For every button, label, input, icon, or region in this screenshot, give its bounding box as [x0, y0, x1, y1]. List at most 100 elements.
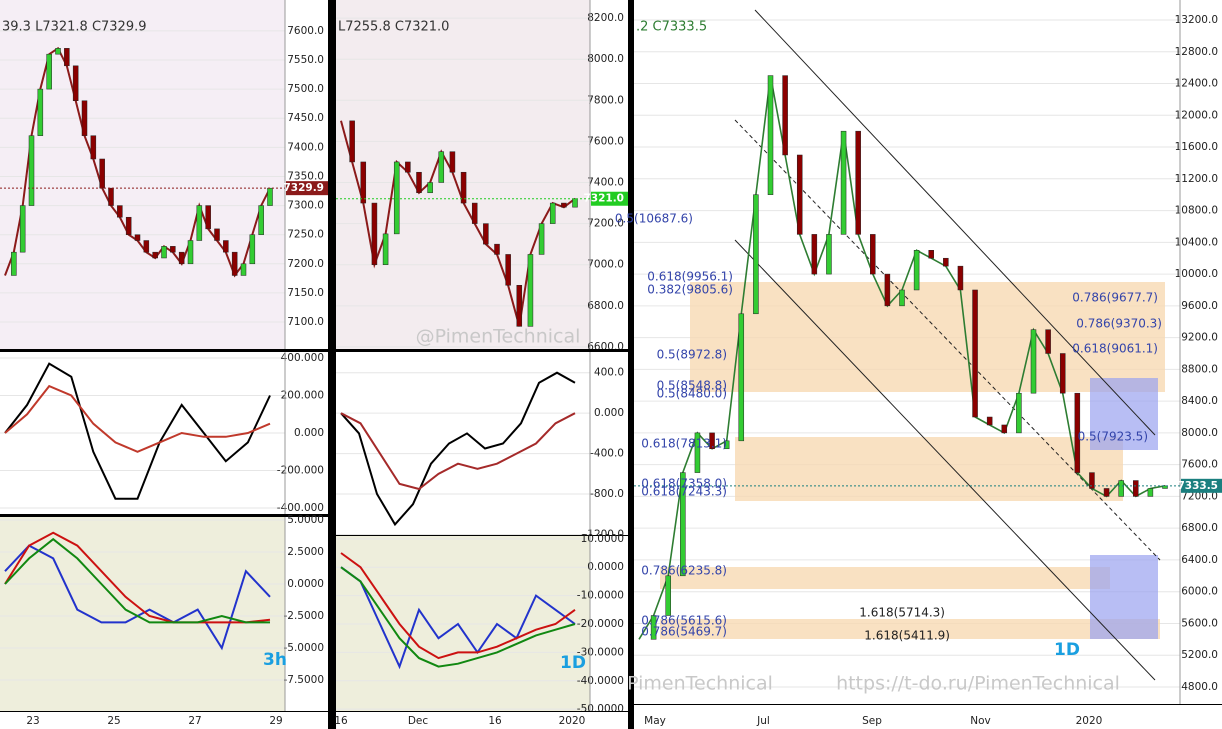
candle	[572, 198, 578, 208]
fib-label: 0.618(9956.1)	[647, 270, 733, 284]
candle	[460, 171, 467, 204]
candle	[913, 250, 920, 291]
y-tick-label: 0.0000	[287, 578, 324, 590]
y-tick-label: 6000.0	[1181, 586, 1218, 598]
candle	[37, 88, 44, 136]
candle	[1030, 329, 1037, 394]
candle	[161, 246, 167, 259]
candle	[928, 250, 934, 259]
y-tick-label: 8000.0	[1181, 427, 1218, 439]
candle	[214, 228, 220, 241]
fib-label: 0.382(9805.6)	[647, 283, 733, 297]
candle	[986, 416, 993, 426]
y-tick-label: 8800.0	[1181, 363, 1218, 375]
candle	[196, 205, 203, 241]
candle	[483, 223, 489, 245]
watermark: https://t-do.ru/PimenTechnical	[836, 673, 1120, 695]
y-tick-label: -2.5000	[283, 610, 324, 622]
candle	[205, 205, 211, 230]
timeframe-label: 3h	[263, 650, 287, 670]
x-tick-label: Nov	[970, 715, 991, 727]
candle	[46, 53, 52, 90]
candle	[527, 254, 534, 327]
trend-line	[754, 9, 1156, 436]
candle	[1103, 488, 1110, 497]
target-box	[1090, 378, 1158, 450]
time-axis	[0, 712, 328, 729]
series-line	[340, 566, 576, 670]
candle	[382, 233, 389, 265]
y-tick-label: 6600.0	[587, 341, 624, 353]
y-tick-label: -800.0	[590, 488, 624, 500]
y-tick-label: 8400.0	[1181, 395, 1218, 407]
y-tick-label: 7200.0	[287, 258, 324, 270]
candle	[1133, 480, 1139, 497]
candle	[899, 289, 905, 307]
y-tick-label: -5.0000	[283, 642, 324, 654]
candle	[117, 205, 123, 218]
candle	[240, 263, 247, 276]
candle	[738, 313, 745, 442]
y-tick-label: 400.000	[281, 352, 324, 364]
y-tick-label: 7400.0	[287, 141, 324, 153]
series-line	[4, 362, 271, 500]
series-line	[340, 566, 576, 668]
y-tick-label: 7250.0	[287, 229, 324, 241]
candle	[855, 130, 861, 235]
candle	[55, 48, 61, 55]
header: 39.3 L7321.8 C7329.9	[2, 20, 147, 35]
candle	[64, 48, 70, 67]
fib-label: 0.786(6235.8)	[641, 564, 727, 578]
candle	[90, 135, 97, 160]
candle	[680, 472, 686, 577]
y-tick-label: 7000.0	[587, 259, 624, 271]
candle	[796, 154, 803, 235]
trend-line	[734, 119, 1161, 561]
y-tick-label: 2.5000	[287, 546, 324, 558]
y-tick-label: 10000.0	[1175, 268, 1218, 280]
y-tick-label: 4800.0	[1181, 681, 1218, 693]
candle	[405, 161, 411, 173]
last-price-label: 7321.0	[583, 193, 624, 205]
y-tick-label: 7800.0	[587, 94, 624, 106]
candle	[811, 234, 818, 275]
candle	[178, 251, 185, 265]
candle	[870, 234, 876, 275]
y-tick-label: 7600.0	[287, 25, 324, 37]
y-tick-label: 400.0	[594, 367, 624, 379]
candle	[371, 202, 378, 265]
y-tick-label: 7500.0	[287, 83, 324, 95]
candle	[108, 187, 114, 206]
x-tick-label: 16	[334, 715, 348, 727]
fib-label: 0.618(7813.1)	[641, 437, 727, 451]
candle	[549, 202, 556, 224]
x-tick-label: 16	[488, 715, 502, 727]
candle	[360, 161, 367, 204]
y-tick-label: 7400.0	[587, 177, 624, 189]
fib-label: 0.618(7243.3)	[641, 485, 727, 499]
y-tick-label: -7.5000	[283, 674, 324, 686]
x-tick-label: 25	[107, 715, 120, 727]
fib-label: 1.618(5411.9)	[864, 629, 950, 643]
fib-zone	[690, 282, 1165, 392]
candle	[826, 234, 832, 275]
candle	[723, 440, 730, 450]
watermark: @PimenTechnical	[416, 326, 581, 348]
candle	[694, 432, 701, 473]
x-tick-label: 2020	[559, 715, 586, 727]
y-tick-label: -400.000	[277, 502, 324, 514]
time-axis	[336, 712, 628, 729]
fib-label: 0.786(9370.3)	[1076, 317, 1162, 331]
y-tick-label: 7600.0	[587, 135, 624, 147]
y-tick-label: 7200.0	[587, 218, 624, 230]
x-tick-label: 23	[26, 715, 39, 727]
fib-label: 0.5(8972.8)	[657, 348, 727, 362]
candle	[957, 265, 964, 291]
x-tick-label: 29	[269, 715, 282, 727]
candle	[349, 120, 355, 163]
pane-bg	[0, 0, 285, 350]
candle	[19, 205, 26, 253]
x-tick-label: 27	[188, 715, 201, 727]
